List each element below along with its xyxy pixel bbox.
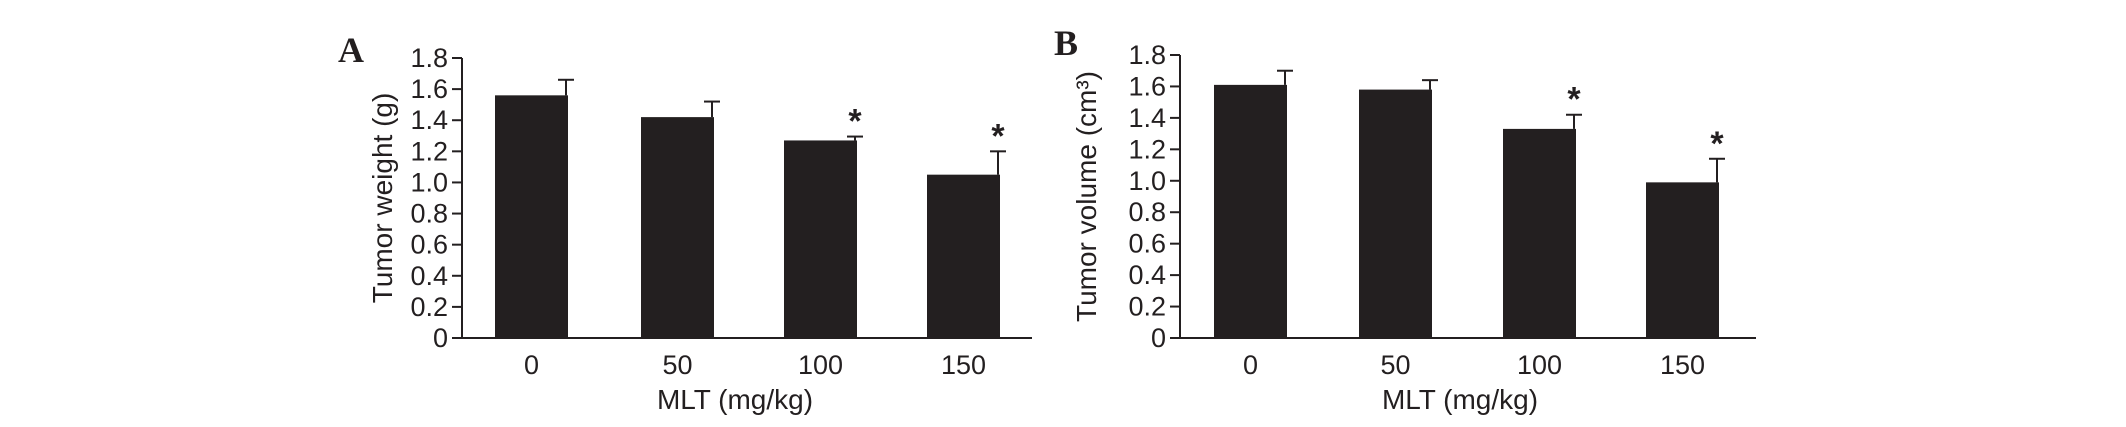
y-tick-label: 0.8 <box>410 199 448 229</box>
x-axis-title: MLT (mg/kg) <box>1382 384 1538 415</box>
panel-label: B <box>1054 23 1078 63</box>
bar <box>641 117 714 338</box>
y-tick-label: 0.4 <box>410 261 448 291</box>
x-tick-label: 0 <box>1243 350 1258 380</box>
y-tick-label: 0.2 <box>410 292 448 322</box>
y-tick-label: 0 <box>1151 323 1166 353</box>
y-tick-label: 1.6 <box>410 74 448 104</box>
y-tick-label: 0 <box>433 323 448 353</box>
chart-panel-a: A00.20.40.60.81.01.21.41.61.80 50 100*150*… <box>338 30 1032 415</box>
y-tick-label: 0.6 <box>1128 229 1166 259</box>
y-tick-label: 0.8 <box>1128 197 1166 227</box>
significance-marker: * <box>848 103 862 141</box>
bar <box>784 140 857 338</box>
y-axis-title: Tumor weight (g) <box>367 93 398 304</box>
x-tick-label: 150 <box>1660 350 1705 380</box>
y-tick-label: 1.4 <box>410 105 448 135</box>
y-tick-label: 1.2 <box>410 136 448 166</box>
panel-label: A <box>338 30 364 70</box>
bar <box>1646 182 1719 338</box>
bar <box>1214 84 1287 338</box>
significance-marker: * <box>1567 81 1581 119</box>
x-tick-label: 50 <box>1380 350 1410 380</box>
x-axis-title: MLT (mg/kg) <box>657 384 813 415</box>
x-tick-label: 100 <box>1517 350 1562 380</box>
y-tick-label: 1.8 <box>1128 40 1166 70</box>
x-tick-label: 100 <box>798 350 843 380</box>
y-tick-label: 0.4 <box>1128 260 1166 290</box>
chart-panel-b: B00.20.40.60.81.01.21.41.61.80 50 100*150*… <box>1054 23 1756 415</box>
x-tick-label: 150 <box>941 350 986 380</box>
y-tick-label: 1.0 <box>1128 166 1166 196</box>
x-tick-label: 0 <box>524 350 539 380</box>
bar <box>1359 89 1432 338</box>
bar <box>927 174 1000 338</box>
y-tick-label: 1.6 <box>1128 71 1166 101</box>
y-tick-label: 1.2 <box>1128 134 1166 164</box>
y-tick-label: 0.6 <box>410 230 448 260</box>
significance-marker: * <box>1710 125 1724 163</box>
bar <box>1503 128 1576 338</box>
y-tick-label: 1.4 <box>1128 103 1166 133</box>
significance-marker: * <box>991 117 1005 155</box>
bar <box>495 95 568 338</box>
y-tick-label: 0.2 <box>1128 292 1166 322</box>
y-tick-label: 1.0 <box>410 167 448 197</box>
y-tick-label: 1.8 <box>410 43 448 73</box>
y-axis-title: Tumor volume (cm³) <box>1071 71 1102 322</box>
x-tick-label: 50 <box>662 350 692 380</box>
